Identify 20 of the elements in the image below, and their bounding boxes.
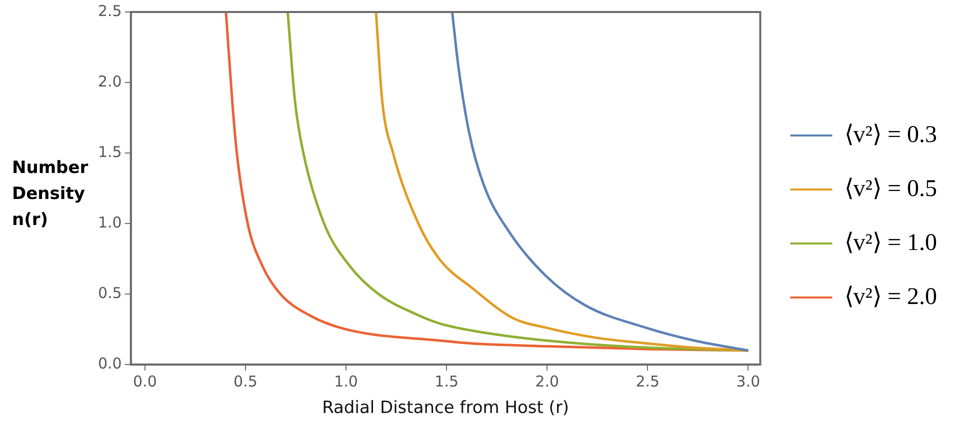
y-axis-title: Number Density n(r): [12, 158, 88, 230]
y-tick-label: 2.0: [98, 72, 122, 90]
line-series: [450, 12, 750, 352]
x-tick-label: 3.0: [736, 372, 760, 390]
x-tick-label: 1.5: [434, 372, 458, 390]
x-tick-label: 1.0: [334, 372, 358, 390]
legend-label: ⟨v²⟩ = 1.0: [844, 230, 938, 256]
x-axis-title: Radial Distance from Host (r): [322, 398, 570, 418]
legend-label: ⟨v²⟩ = 0.5: [844, 176, 938, 202]
y-tick-label: 1.5: [98, 142, 122, 161]
y-tick-label: 1.0: [98, 213, 122, 232]
x-tick-label: 2.0: [535, 372, 560, 390]
legend-label: ⟨v²⟩ = 0.3: [844, 122, 938, 148]
x-tick-label: 0.0: [133, 372, 157, 390]
y-tick-label: 2.5: [98, 2, 122, 20]
x-tick-label: 0.5: [234, 372, 258, 390]
x-tick-label: 2.5: [636, 372, 660, 390]
legend-label: ⟨v²⟩ = 2.0: [844, 284, 938, 310]
y-tick-label: 0.5: [98, 284, 122, 302]
y-tick-label: 0.0: [98, 354, 122, 372]
